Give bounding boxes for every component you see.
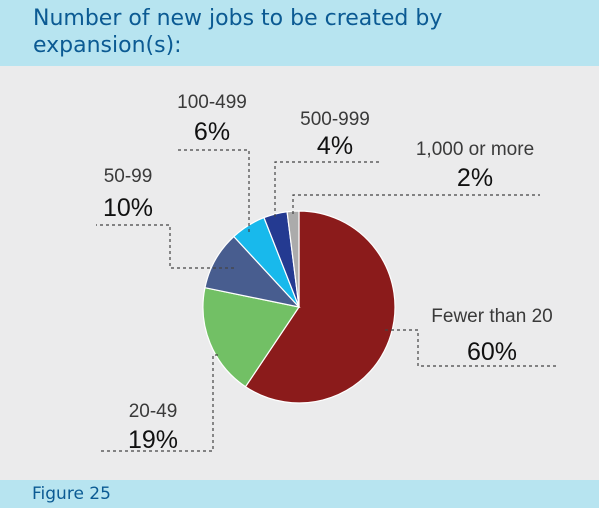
leader-line-500-999: [274, 161, 380, 217]
slice-labels: Fewer than 20 60% 20-49 19% 50-99 10% 100-499 6…: [103, 92, 553, 454]
title-banner: Number of new jobs to be created by expa…: [0, 0, 599, 66]
leader-line-fewer-than-20: [385, 329, 556, 367]
value-label-1-000-or-more: 2%: [457, 164, 493, 192]
pie-slices: [202, 210, 396, 404]
category-label-500-999: 500-999: [300, 109, 370, 130]
category-label-1-000-or-more: 1,000 or more: [416, 139, 534, 160]
leader-lines: [96, 149, 556, 452]
pie-chart: Fewer than 20 60% 20-49 19% 50-99 10% 100-499 6…: [96, 92, 556, 454]
chart-title: Number of new jobs to be created by expa…: [33, 6, 443, 58]
value-label-20-49: 19%: [128, 426, 178, 454]
value-label-50-99: 10%: [103, 194, 153, 222]
pie-slice-20-49: [202, 287, 300, 388]
value-label-100-499: 6%: [194, 118, 230, 146]
figure-label: Figure 25: [32, 484, 111, 504]
category-label-50-99: 50-99: [104, 166, 153, 187]
category-label-fewer-than-20: Fewer than 20: [431, 306, 552, 327]
leader-line-100-499: [175, 149, 250, 232]
leader-line-50-99: [96, 224, 234, 269]
value-label-fewer-than-20: 60%: [467, 338, 517, 366]
category-label-20-49: 20-49: [129, 401, 178, 422]
pie-slice-fewer-than-20: [244, 210, 396, 404]
value-label-500-999: 4%: [317, 132, 353, 160]
category-label-100-499: 100-499: [177, 92, 247, 113]
leader-line-1-000-or-more: [292, 194, 540, 214]
leader-line-20-49: [100, 354, 218, 452]
caption-banner: Figure 25: [0, 480, 599, 508]
